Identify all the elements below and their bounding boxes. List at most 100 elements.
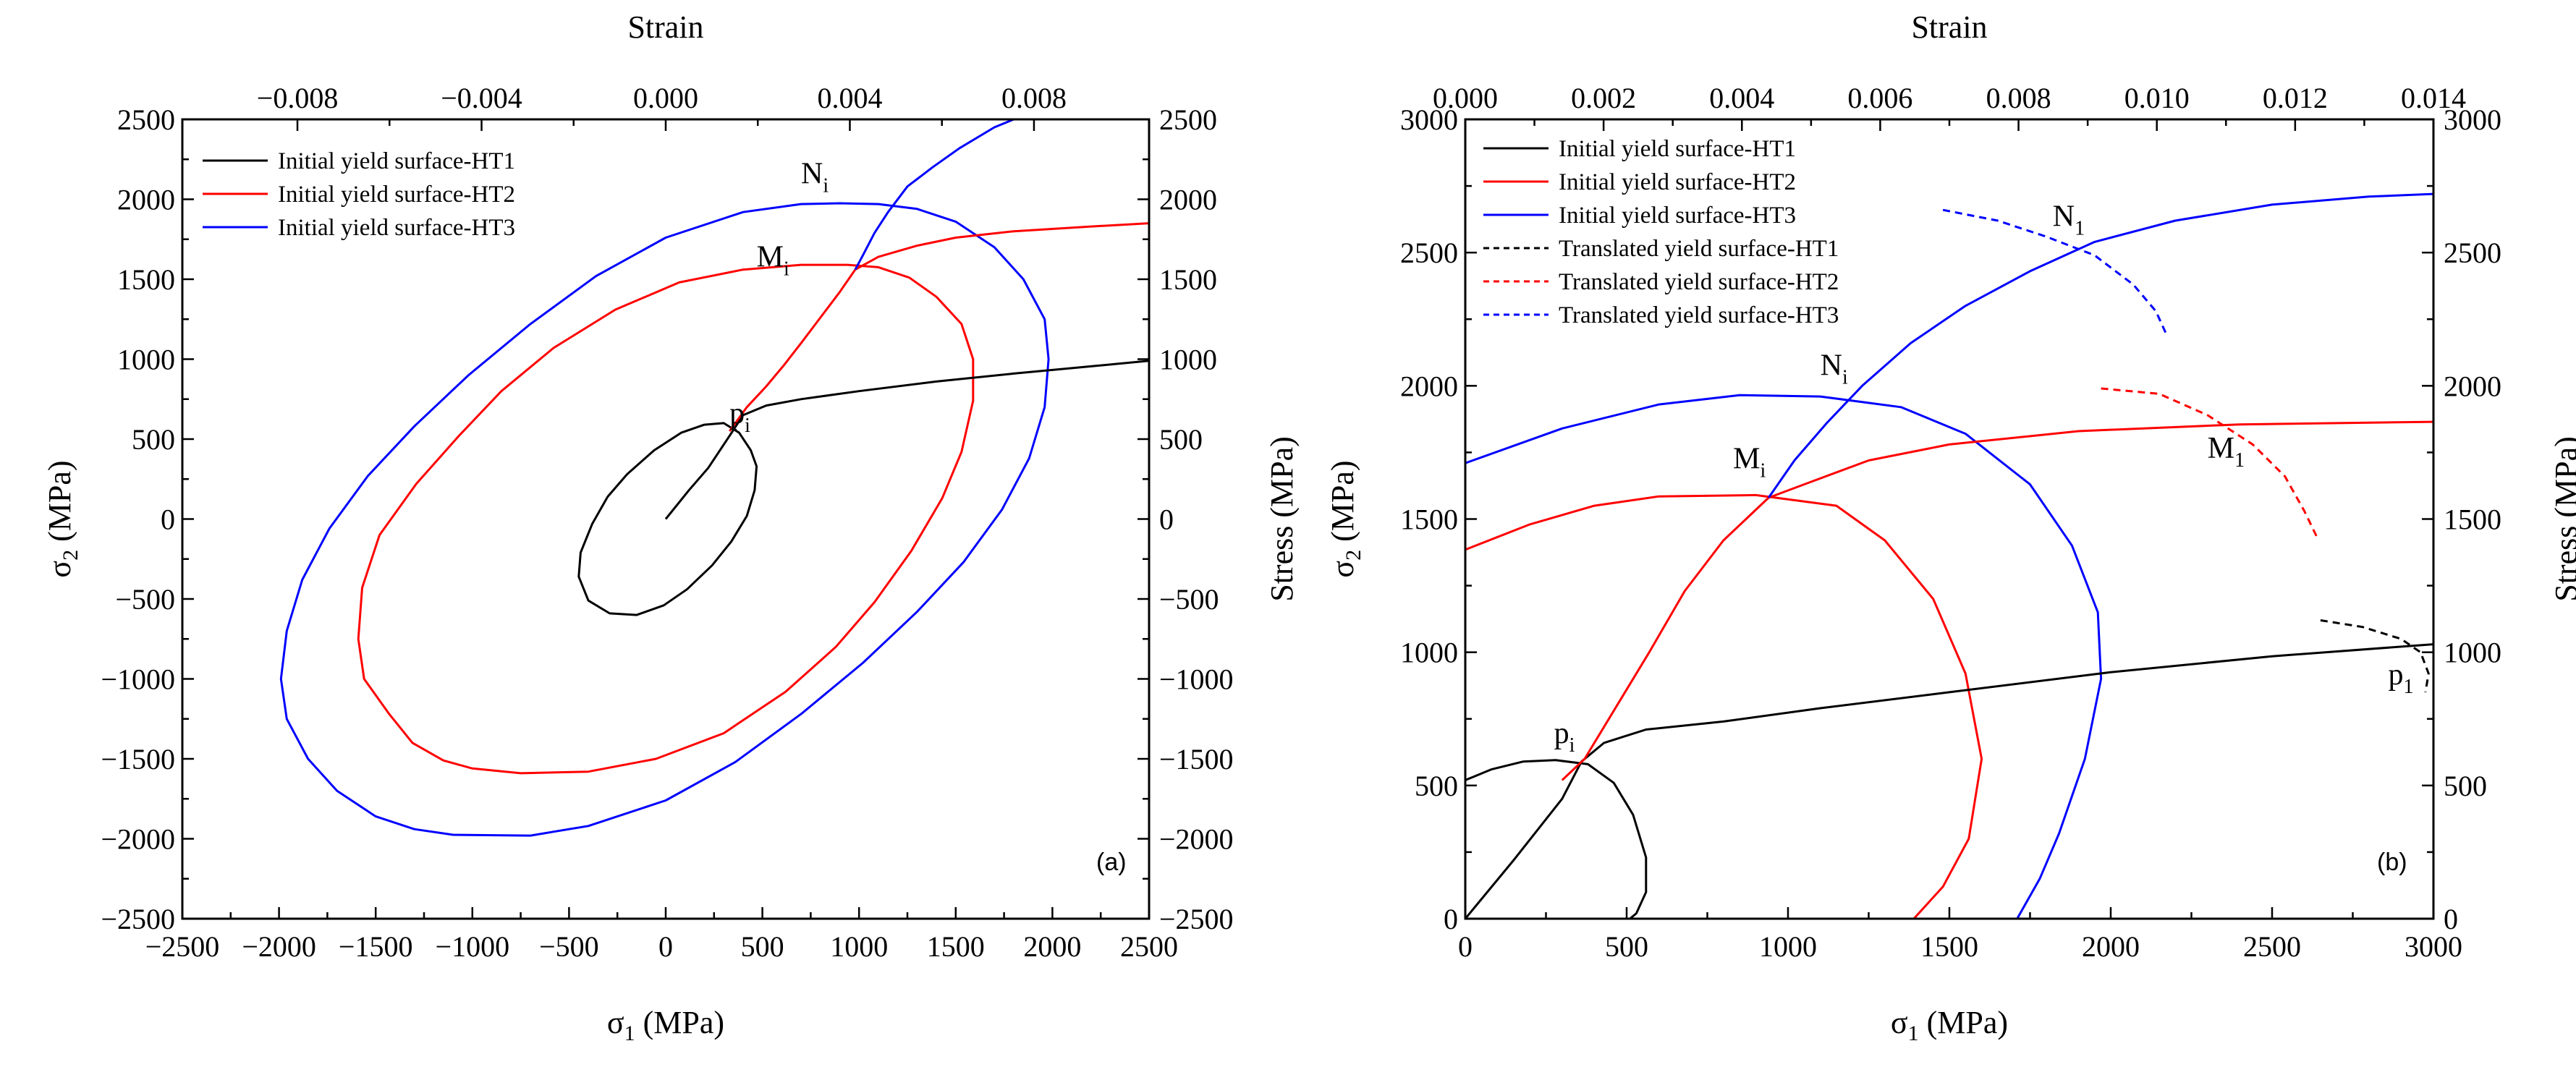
series-line-initial-yield-surface-ht1: [577, 422, 758, 616]
legend-label: Translated yield surface-HT1: [1559, 236, 1839, 262]
y-tick-label: −500: [115, 583, 175, 616]
x-tick-label: 0: [1458, 930, 1473, 963]
legend-label: Initial yield surface-HT2: [1559, 169, 1796, 195]
top-tick-label: −0.008: [257, 82, 339, 114]
x-tick-label: 2000: [2082, 930, 2140, 963]
y-axis-title: σ2 (MPa): [42, 460, 82, 577]
legend-label: Initial yield surface-HT3: [278, 215, 515, 241]
right-tick-label: 2500: [1159, 103, 1217, 136]
x-tick-label: −2500: [145, 930, 220, 963]
top-tick-label: −0.004: [441, 82, 522, 114]
y-axis-title: σ2 (MPa): [1325, 460, 1365, 577]
legend-label: Translated yield surface-HT2: [1559, 269, 1839, 295]
x-tick-label: 2500: [2243, 930, 2301, 963]
x-tick-label: −1500: [339, 930, 413, 963]
x-tick-label: −1000: [436, 930, 510, 963]
series-group: [1465, 192, 2433, 919]
series-line-ht3-stress-strain: [854, 119, 1017, 271]
x-tick-label: 0: [658, 930, 673, 963]
y-tick-label: 2500: [117, 103, 175, 136]
y-tick-label: 1500: [1400, 503, 1458, 536]
x-tick-label: −500: [539, 930, 599, 963]
y-tick-label: 0: [1444, 903, 1458, 935]
top-tick-label: 0.012: [2263, 82, 2328, 114]
y-tick-label: 3000: [1400, 103, 1458, 136]
series-line-translated-yield-surface-ht2: [2101, 387, 2318, 538]
y-tick-label: 2000: [117, 184, 175, 216]
right-tick-label: 1500: [1159, 263, 1217, 296]
top-tick-label: 0.010: [2124, 82, 2190, 114]
series-line-ht3-stress-strain: [1767, 192, 2433, 498]
x-tick-label: 2000: [1023, 930, 1081, 963]
right-tick-label: −1500: [1159, 743, 1234, 775]
point-annotation: p1: [2389, 658, 2414, 698]
point-annotation: Mi: [1733, 443, 1766, 483]
x-tick-label: 1000: [1759, 930, 1817, 963]
right-tick-label: 0: [2444, 903, 2458, 935]
y-tick-label: −1500: [101, 743, 175, 775]
series-line-ht2-stress-strain: [1561, 420, 2433, 781]
panel-label: (a): [1096, 849, 1127, 876]
right-axis-title: Stress (MPa): [2549, 436, 2576, 602]
right-tick-label: 1000: [1159, 344, 1217, 376]
top-tick-label: 0.004: [1709, 82, 1774, 114]
right-tick-label: −2000: [1159, 823, 1234, 856]
top-tick-label: 0.008: [1986, 82, 2051, 114]
legend-label: Initial yield surface-HT2: [278, 182, 515, 208]
top-tick-label: 0.000: [1433, 82, 1498, 114]
right-tick-label: 3000: [2444, 103, 2501, 136]
x-axis-title: σ1 (MPa): [607, 1005, 724, 1045]
top-tick-label: 0.014: [2401, 82, 2466, 114]
right-tick-label: 0: [1159, 503, 1174, 536]
legend-label: Initial yield surface-HT3: [1559, 203, 1796, 229]
legend-label: Initial yield surface-HT1: [1559, 136, 1796, 162]
series-line-ht1-stress-strain: [1465, 643, 2433, 919]
series-line-ht1-stress-strain: [664, 360, 1149, 520]
top-axis-title: Strain: [1911, 9, 1987, 45]
y-tick-label: −2500: [101, 903, 175, 935]
point-annotation: Ni: [801, 157, 829, 197]
right-tick-label: 1500: [2444, 503, 2501, 536]
y-tick-label: 500: [132, 423, 175, 456]
panel-a: −2500 −2000 −1500 −1000 −500 0 500 1000 1500 2000…: [42, 9, 1300, 1045]
point-annotation: pi: [1554, 717, 1575, 757]
series-group: [279, 119, 1149, 837]
right-tick-label: 2000: [1159, 184, 1217, 216]
legend-label: Initial yield surface-HT1: [278, 148, 515, 174]
right-tick-label: 2500: [2444, 237, 2501, 269]
y-tick-label: −2000: [101, 823, 175, 856]
y-tick-label: 1500: [117, 263, 175, 296]
right-tick-label: 2000: [2444, 370, 2501, 402]
point-annotation: Mi: [757, 240, 789, 280]
y-tick-label: 1000: [1400, 637, 1458, 669]
y-tick-label: 2000: [1400, 370, 1458, 402]
right-tick-label: 500: [1159, 423, 1203, 456]
legend-label: Translated yield surface-HT3: [1559, 302, 1839, 328]
point-annotation: Ni: [1821, 349, 1848, 389]
right-tick-label: 500: [2444, 770, 2487, 802]
right-tick-label: −1000: [1159, 663, 1234, 696]
right-tick-label: −500: [1159, 583, 1219, 616]
x-tick-label: 1000: [830, 930, 888, 963]
y-tick-label: 500: [1415, 770, 1458, 802]
x-tick-label: 500: [741, 930, 784, 963]
point-annotation: pi: [729, 397, 750, 437]
right-tick-label: 1000: [2444, 637, 2501, 669]
y-tick-label: 2500: [1400, 237, 1458, 269]
x-axis-title: σ1 (MPa): [1891, 1005, 2008, 1045]
series-line-initial-yield-surface-ht1: [1465, 759, 1648, 919]
legend: Initial yield surface-HT1 Initial yield s…: [203, 148, 515, 241]
y-tick-label: 0: [161, 503, 175, 536]
series-line-initial-yield-surface-ht2: [357, 263, 975, 775]
top-tick-label: 0.006: [1847, 82, 1912, 114]
y-tick-label: 1000: [117, 344, 175, 376]
series-line-initial-yield-surface-ht3: [279, 202, 1050, 837]
series-line-ht2-stress-strain: [728, 222, 1149, 432]
y-tick-label: −1000: [101, 663, 175, 696]
panel-b: 0 500 1000 1500 2000 2500 3000 0 500 1000 1500 2000…: [1325, 9, 2576, 1045]
legend: Initial yield surface-HT1 Initial yield s…: [1483, 136, 1839, 328]
x-tick-label: 1500: [1920, 930, 1978, 963]
top-tick-label: 0.008: [1001, 82, 1067, 114]
